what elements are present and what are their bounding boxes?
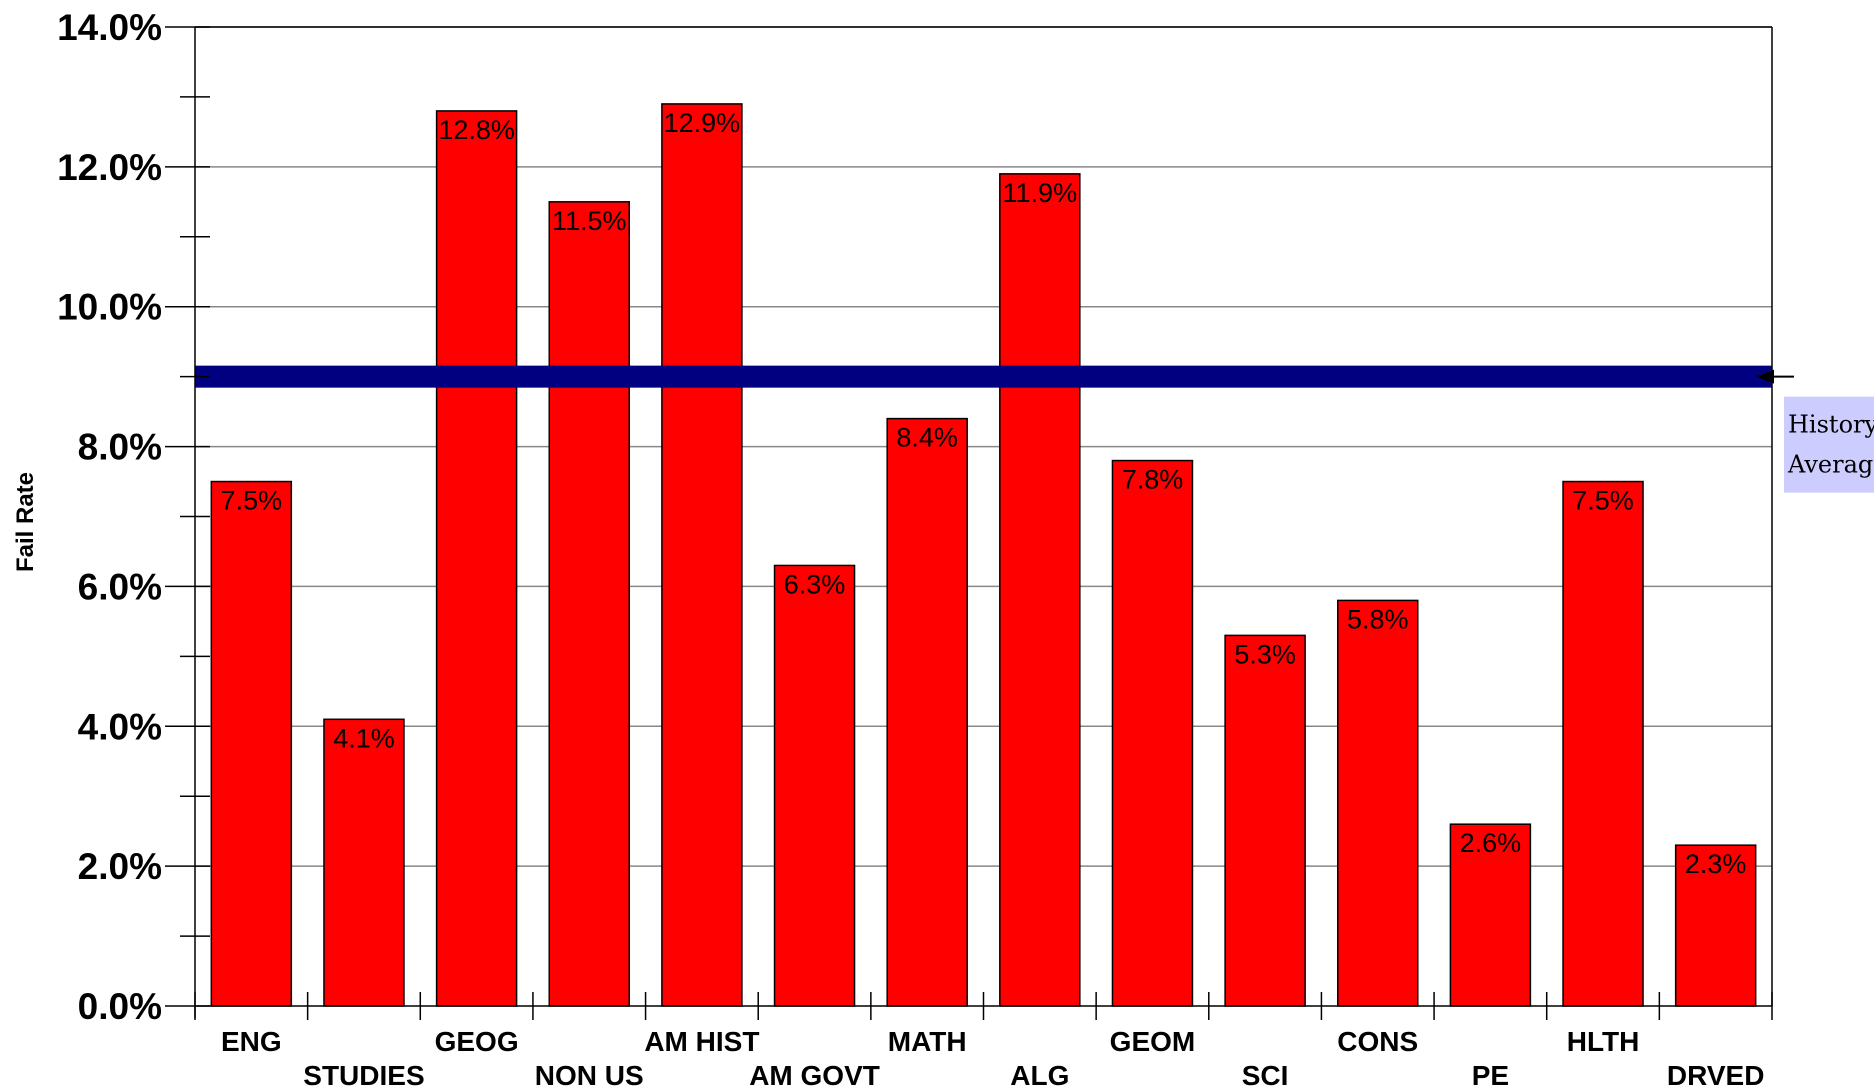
x-tick-label: GEOM [1110,1026,1196,1057]
x-tick-label: MATH [888,1026,967,1057]
bar [886,417,968,1007]
data-label: 7.8% [1122,465,1184,495]
y-tick-label: 14.0% [57,7,162,48]
bar [999,173,1081,1007]
data-label: 2.6% [1460,828,1522,858]
y-tick-label: 8.0% [78,427,162,468]
bar [1562,480,1644,1007]
x-tick-label: CONS [1337,1026,1418,1057]
data-label: 12.8% [438,115,515,145]
history-average-text: History [1788,411,1874,439]
x-tick-label: HLTH [1567,1026,1640,1057]
x-tick-label: ENG [221,1026,282,1057]
bar [435,110,518,1007]
data-label: 11.5% [552,206,627,236]
x-tick-label: NON US [535,1060,644,1090]
x-tick-label: GEOG [435,1026,519,1057]
bar [323,718,405,1007]
history-average-line [195,365,1794,388]
data-label: 7.5% [221,486,283,516]
history-average-box [1784,396,1874,493]
y-tick-label: 0.0% [78,986,162,1027]
y-axis-label: Fail Rate [12,472,39,572]
gridlines [195,26,1772,867]
y-tick-label: 4.0% [78,706,162,747]
data-labels: 7.5% 4.1% 12.8% 11.5% 12.9% 6.3% 8.4% 11.9% 7.8%… [221,108,1747,879]
bar [773,564,856,1007]
x-tick-label: DRVED [1667,1060,1765,1090]
data-label: 7.5% [1572,486,1634,516]
reference-line [195,365,1772,388]
data-label: 2.3% [1685,849,1747,879]
y-tick-label: 12.0% [57,147,162,188]
x-tick-label: PE [1472,1060,1509,1090]
x-tick-label: SCI [1242,1060,1289,1090]
data-label: 4.1% [333,723,395,753]
bar [1674,844,1757,1007]
data-label: 11.9% [1003,178,1078,208]
axes [165,26,1773,1020]
data-label: 8.4% [896,423,958,453]
history-average-text: Average [1787,451,1874,479]
reference-arrow [1756,369,1774,384]
bar [1111,459,1194,1007]
data-label: 5.3% [1234,639,1296,669]
y-tick-label: 6.0% [78,566,162,607]
x-tick-label: AM GOVT [749,1060,880,1090]
x-tick-label: STUDIES [303,1060,424,1090]
data-label: 12.9% [664,108,741,138]
history-average-label: History Average [1784,396,1874,493]
x-tick-label: AM HIST [644,1026,759,1057]
bars [210,103,1757,1007]
bar [548,201,630,1007]
x-tick-label: ALG [1010,1060,1069,1090]
bar [1337,599,1419,1007]
data-label: 6.3% [784,569,846,599]
y-tick-label: 10.0% [57,287,162,328]
bar [661,103,743,1007]
y-tick-labels: 0.0% 2.0% 4.0% 6.0% 8.0% 10.0% 12.0% 14.0% [57,7,162,1027]
bar [1224,634,1306,1007]
data-label: 5.8% [1347,604,1409,634]
y-tick-label: 2.0% [78,846,162,887]
bar [210,480,293,1007]
